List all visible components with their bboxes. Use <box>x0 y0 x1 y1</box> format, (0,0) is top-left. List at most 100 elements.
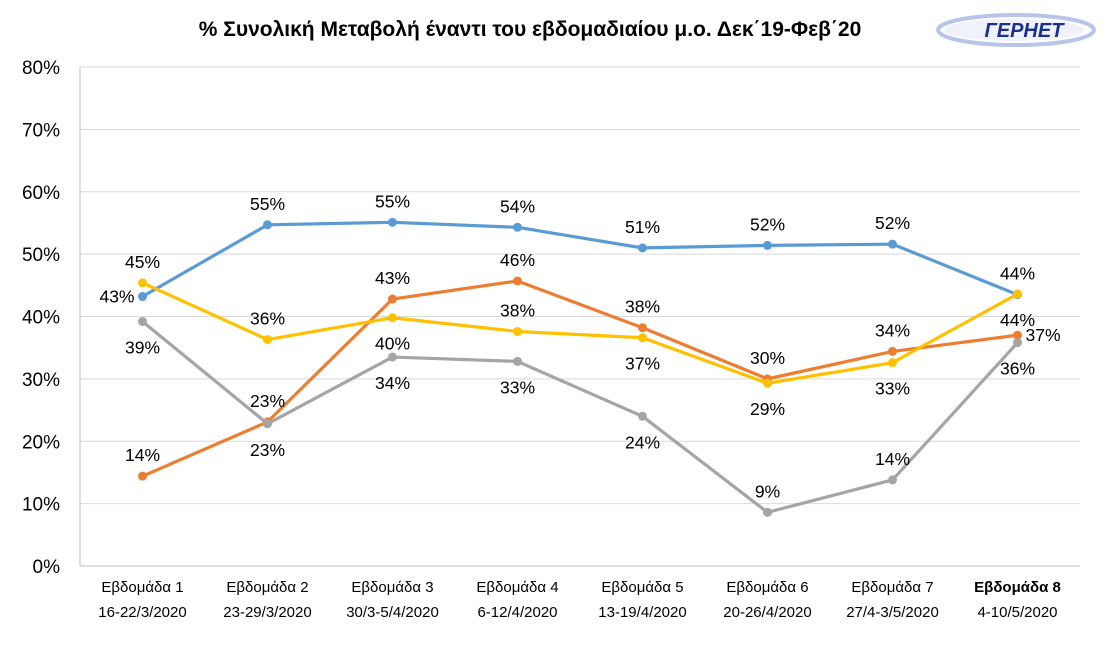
x-tick-dates: 27/4-3/5/2020 <box>846 604 939 621</box>
series-line-4 <box>140 319 1020 514</box>
data-label: 33% <box>875 379 910 399</box>
data-label: 34% <box>875 320 910 340</box>
data-label: 23% <box>250 440 285 460</box>
x-tick-week: Εβδομάδα 7 <box>851 579 933 596</box>
data-point <box>138 471 147 481</box>
data-point <box>1013 330 1022 340</box>
data-label: 23% <box>250 391 285 411</box>
data-point <box>263 220 272 230</box>
y-tick-label: 10% <box>22 495 60 516</box>
data-label: 43% <box>375 268 410 288</box>
series-line-1 <box>140 220 1020 299</box>
data-label: 51% <box>625 217 660 237</box>
y-tick-label: 0% <box>33 557 61 578</box>
series-line-3 <box>140 281 1020 385</box>
data-label: 36% <box>1000 359 1035 379</box>
data-point <box>138 278 147 288</box>
x-tick-dates: 13-19/4/2020 <box>598 604 686 621</box>
x-tick-week: Εβδομάδα 5 <box>601 579 683 596</box>
x-tick-dates: 30/3-5/4/2020 <box>346 604 439 621</box>
y-tick-label: 50% <box>22 245 60 266</box>
data-point <box>388 294 397 304</box>
data-label: 34% <box>375 373 410 393</box>
data-label: 33% <box>500 377 535 397</box>
x-tick-week: Εβδομάδα 3 <box>351 579 433 596</box>
data-label: 37% <box>1026 325 1061 345</box>
data-point <box>1013 289 1022 299</box>
data-label: 45% <box>125 252 160 272</box>
axes: 0% 10% 20% 30% 40% 50% 60% 70% 80% <box>22 58 1080 578</box>
data-label: 40% <box>375 334 410 354</box>
x-tick-dates: 6-12/4/2020 <box>477 604 557 621</box>
data-point <box>513 326 522 336</box>
data-point <box>763 240 772 250</box>
data-label: 44% <box>1000 264 1035 284</box>
logo-swoosh-inner <box>944 19 1084 41</box>
x-tick-week: Εβδομάδα 6 <box>726 579 808 596</box>
data-point <box>763 378 772 388</box>
y-tick-label: 80% <box>22 58 60 79</box>
data-point <box>513 222 522 232</box>
y-tick-label: 60% <box>22 183 60 204</box>
data-label: 52% <box>875 213 910 233</box>
x-tick-week: Εβδομάδα 2 <box>226 579 308 596</box>
data-label: 44% <box>1000 310 1035 330</box>
data-point <box>263 335 272 345</box>
data-point <box>888 239 897 249</box>
data-label: 14% <box>875 449 910 469</box>
data-label: 29% <box>750 399 785 419</box>
data-point <box>513 356 522 366</box>
x-tick-dates: 4-10/5/2020 <box>977 604 1057 621</box>
data-point <box>513 276 522 286</box>
x-tick-dates: 23-29/3/2020 <box>223 604 311 621</box>
logo-swoosh <box>936 13 1096 47</box>
company-logo: ΓΕΡΗΕΤ <box>936 13 1096 47</box>
data-label: 9% <box>755 481 780 501</box>
data-point <box>263 419 272 429</box>
data-point <box>763 507 772 517</box>
series-line-2 <box>140 279 1020 478</box>
data-point <box>388 217 397 227</box>
data-label: 37% <box>625 354 660 374</box>
x-tick-week: Εβδομάδα 4 <box>476 579 558 596</box>
data-label: 55% <box>375 191 410 211</box>
data-point <box>138 292 147 302</box>
data-label: 39% <box>125 337 160 357</box>
data-label: 24% <box>625 432 660 452</box>
chart-title: % Συνολική Μεταβολή έναντι του εβδομαδια… <box>198 18 862 41</box>
data-label: 38% <box>500 300 535 320</box>
x-tick-dates: 20-26/4/2020 <box>723 604 811 621</box>
data-labels: 43% 55% 55% 54% 51% 52% 52% 44% 14% 23% 43% 46% 38% 3… <box>99 191 1060 501</box>
x-tick-week: Εβδομάδα 8 <box>974 579 1061 596</box>
x-tick-dates: 16-22/3/2020 <box>98 604 186 621</box>
data-point <box>388 313 397 323</box>
y-tick-label: 30% <box>22 370 60 391</box>
data-point <box>888 475 897 485</box>
y-tick-label: 40% <box>22 308 60 329</box>
data-point <box>638 243 647 253</box>
x-tick-week: Εβδομάδα 1 <box>101 579 183 596</box>
category-labels: Εβδομάδα 1 16-22/3/2020 Εβδομάδα 2 23-29/3/… <box>98 579 1061 621</box>
y-tick-label: 70% <box>22 120 60 141</box>
data-point <box>888 358 897 368</box>
data-point <box>388 352 397 362</box>
data-point <box>138 316 147 326</box>
data-label: 46% <box>500 250 535 270</box>
data-label: 14% <box>125 445 160 465</box>
data-label: 43% <box>99 287 134 307</box>
data-label: 52% <box>750 214 785 234</box>
data-point <box>888 346 897 356</box>
data-label: 54% <box>500 196 535 216</box>
data-point <box>1013 338 1022 348</box>
data-label: 55% <box>250 194 285 214</box>
data-label: 38% <box>625 297 660 317</box>
logo-text: ΓΕΡΗΕΤ <box>985 20 1066 42</box>
data-point <box>638 323 647 333</box>
data-point <box>638 411 647 421</box>
data-point <box>638 333 647 343</box>
y-tick-label: 20% <box>22 432 60 453</box>
series-lines <box>138 217 1022 517</box>
data-label: 30% <box>750 348 785 368</box>
data-label: 36% <box>250 309 285 329</box>
